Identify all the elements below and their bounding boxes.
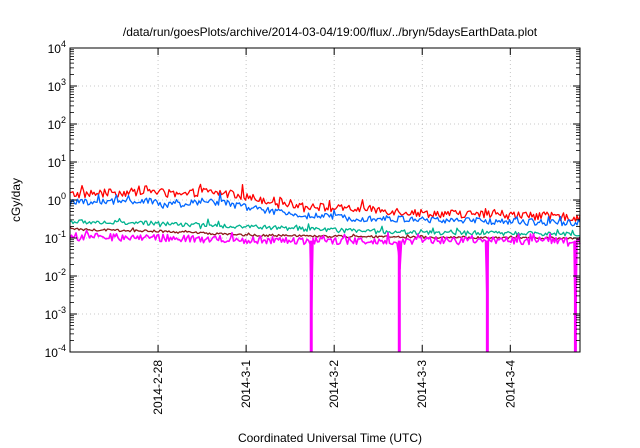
series-line [69,217,581,237]
series-line [69,183,581,222]
series-line [69,226,581,240]
x-tick-labels: 2014-2-28 2014-3-1 2014-3-2 2014-3-3 2014-3-… [151,360,517,415]
x-tick-label: 2014-2-28 [151,360,165,415]
y-tick-label: 10-2 [45,267,66,284]
y-tick-label: 102 [48,115,66,132]
y-tick-label: 104 [48,39,66,56]
x-tick-label: 2014-3-3 [415,360,429,408]
x-tick-label: 2014-3-1 [239,360,253,408]
x-tick-label: 2014-3-2 [327,360,341,408]
y-tick-label: 100 [48,191,66,208]
y-tick-labels: 10-4 10-3 10-2 10-1 100 101 102 103 104 [45,39,66,360]
x-tick-label: 2014-3-4 [503,360,517,408]
series-line [69,192,581,227]
chart-title: /data/run/goesPlots/archive/2014-03-04/1… [123,25,538,39]
y-tick-label: 10-1 [45,229,66,246]
x-axis-label: Coordinated Universal Time (UTC) [238,431,422,445]
y-tick-label: 10-3 [45,305,66,322]
series-layer [69,183,581,352]
series-line [69,229,581,343]
y-tick-label: 103 [48,77,66,94]
tick-layer [70,47,580,353]
y-axis-label: cGy/day [9,178,23,222]
y-tick-label: 101 [48,153,66,170]
y-tick-label: 10-4 [45,343,66,360]
